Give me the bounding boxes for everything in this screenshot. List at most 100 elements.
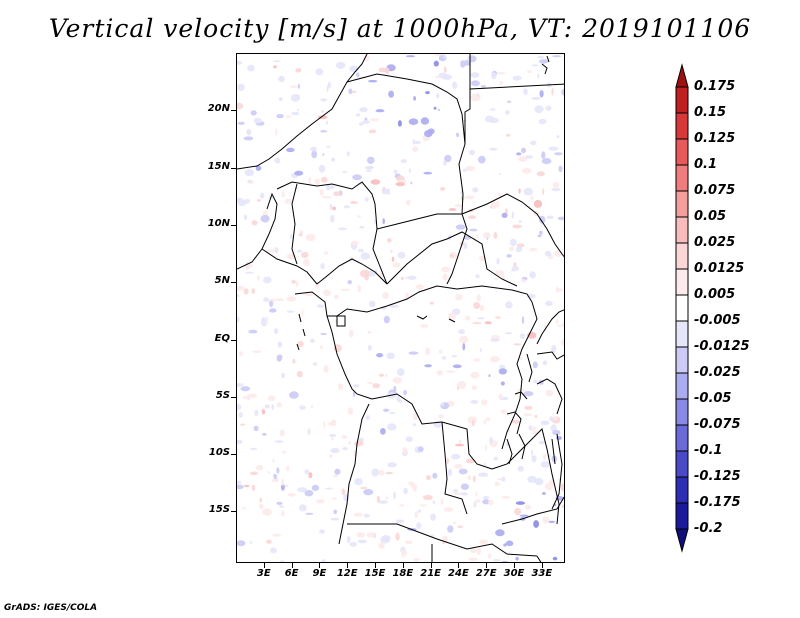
field-blob [555,288,563,292]
field-blob [311,150,318,159]
colorbar-segment [675,450,689,478]
field-blob [480,85,487,88]
field-blob [506,254,512,258]
field-blob [298,504,307,512]
field-blob [505,110,510,115]
lon-tick [291,563,293,568]
field-blob [491,72,497,80]
field-blob [314,178,321,185]
field-blob [273,60,281,63]
field-blob [244,484,250,488]
field-blob [388,90,394,98]
field-blob [330,517,340,521]
field-blob [470,399,479,404]
field-blob [353,384,360,388]
field-blob [447,525,454,533]
lon-tick [458,563,460,568]
colorbar-level-label: 0.075 [694,183,736,198]
lon-tick [430,563,432,568]
field-blob [342,171,347,174]
field-blob [281,191,285,198]
field-blob [378,500,388,504]
software-credit: GrADS: IGES/COLA [4,603,98,613]
field-blob [308,176,312,185]
field-blob [505,540,514,547]
field-blob [501,476,506,482]
field-blob [353,512,363,517]
field-blob [430,534,435,537]
field-blob [290,94,300,102]
field-blob [494,316,502,319]
field-blob [325,487,333,490]
field-blob [249,540,253,544]
field-blob [385,496,389,500]
lat-tick [231,282,236,284]
field-blob [324,251,329,255]
field-blob [403,389,407,396]
field-blob [253,117,262,124]
lat-tick-label: 5S [215,389,230,401]
field-blob [458,329,465,335]
field-blob [391,256,395,262]
field-blob [544,250,552,257]
field-blob [358,248,364,253]
field-blob [483,419,487,425]
lat-tick-label: 15N [207,160,230,172]
field-blob [243,214,248,220]
field-blob [367,156,375,164]
field-blob [248,329,258,334]
field-blob [329,454,333,458]
field-blob [424,364,432,368]
field-blob [501,274,505,280]
field-blob [534,105,544,114]
field-blob [242,506,246,510]
field-blob [243,136,254,141]
field-blob [398,399,403,404]
field-blob [341,435,348,439]
field-blob [255,165,262,171]
field-blob [541,151,546,159]
field-blob [261,317,266,322]
field-blob [420,324,429,328]
field-blob [454,203,463,208]
field-blob [429,301,434,305]
field-blob [443,160,447,166]
field-blob [237,121,245,125]
lon-tick-label: 27E [475,568,497,579]
field-blob [389,412,396,415]
field-blob [444,154,452,163]
colorbar-level-label: -0.005 [694,313,741,328]
field-blob [521,278,526,283]
field-blob [237,199,247,207]
field-blob [392,377,403,384]
field-blob [276,501,283,505]
field-blob [237,540,246,547]
field-blob [308,472,313,479]
field-blob [542,188,545,195]
field-blob [518,156,528,162]
field-blob [432,500,436,505]
field-blob [515,501,526,505]
field-blob [436,370,443,376]
field-blob [483,462,487,467]
field-blob [563,228,564,232]
field-blob [237,439,243,445]
colorbar-segment [675,346,689,374]
field-blob [455,132,460,137]
field-blob [481,399,488,406]
field-blob [523,391,534,397]
field-blob [329,433,337,438]
field-blob [251,220,258,226]
lat-tick [231,396,236,398]
lon-tick [347,563,349,568]
field-blob [471,385,477,391]
field-blob [321,559,326,562]
field-blob [467,475,472,481]
field-blob [354,478,363,486]
field-blob [407,275,417,280]
field-blob [424,130,433,138]
field-blob [279,429,285,437]
field-blob [517,465,524,472]
field-blob [472,358,481,362]
field-blob [247,393,258,398]
